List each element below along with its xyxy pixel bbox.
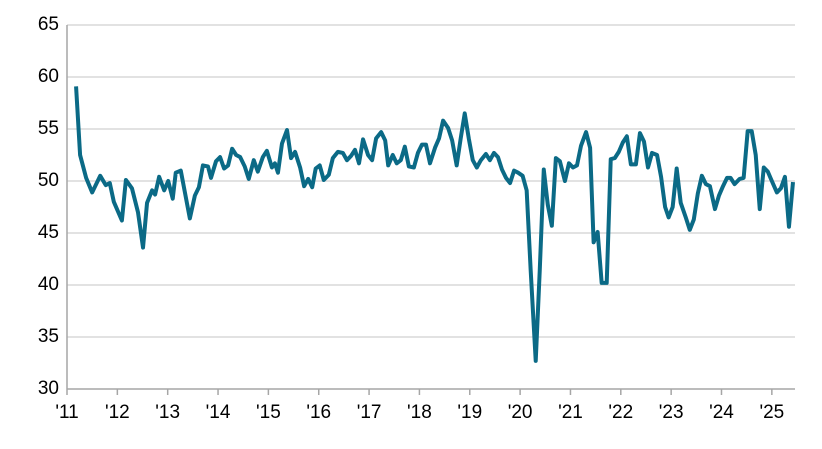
x-tick-label: '18 [407, 402, 432, 423]
y-tick-label: 55 [38, 118, 59, 139]
y-tick-label: 50 [38, 170, 59, 191]
x-tick-label: '21 [558, 402, 583, 423]
y-tick-label: 40 [38, 274, 59, 295]
x-tick-label: '15 [256, 402, 281, 423]
y-tick-label: 60 [38, 66, 59, 87]
x-tick-label: '11 [55, 402, 78, 423]
x-tick-label: '12 [105, 402, 130, 423]
y-tick-label: 65 [38, 14, 59, 35]
y-tick-label: 45 [38, 222, 59, 243]
x-tick-label: '20 [508, 402, 533, 423]
x-tick-label: '13 [155, 402, 180, 423]
x-tick-label: '16 [306, 402, 331, 423]
x-tick-label: '17 [357, 402, 382, 423]
x-tick-label: '23 [659, 402, 684, 423]
x-tick-label: '25 [759, 402, 784, 423]
x-tick-label: '22 [608, 402, 633, 423]
y-tick-label: 35 [38, 326, 59, 347]
x-tick-label: '24 [709, 402, 734, 423]
x-tick-label: '14 [206, 402, 231, 423]
y-tick-label: 30 [38, 378, 59, 399]
x-tick-label: '19 [457, 402, 482, 423]
line [74, 86, 795, 363]
